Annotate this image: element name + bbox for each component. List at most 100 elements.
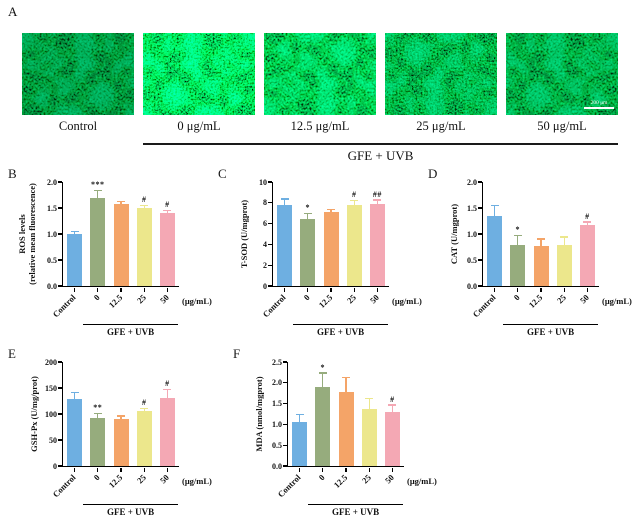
y-axis-label-c: T-SOD (U/mgprot) — [239, 200, 249, 268]
error-bar-cap-50 — [163, 209, 172, 212]
error-bar-12-5 — [345, 378, 347, 392]
plot-area-f: 0.0 0.5 1.0 1.5 2.0 2.5 * # — [272, 358, 404, 472]
bar-25 — [556, 244, 572, 286]
group-bracket-f: GFE + UVB — [308, 504, 403, 517]
error-bar-0 — [97, 191, 99, 198]
y-tick-label: 0.5 — [467, 255, 477, 265]
significance-marker-50: # — [165, 379, 170, 389]
panel-letter-c: C — [218, 166, 227, 181]
y-tick-mark — [57, 207, 62, 209]
y-tick-mark — [57, 465, 62, 467]
significance-marker-0: *** — [91, 180, 105, 190]
y-tick-mark — [57, 181, 62, 183]
y-tick-mark — [57, 387, 62, 389]
error-bar-cap-25 — [140, 205, 149, 207]
bar-12-5 — [323, 211, 339, 286]
error-bar-cap-50 — [163, 388, 172, 391]
error-bar-cap-0 — [303, 212, 312, 215]
y-tick-mark — [282, 423, 287, 425]
y-tick-mark — [267, 181, 272, 183]
plot-area-e: 0 50 100 150 200 ** # # — [45, 358, 179, 472]
error-bar-cap-50 — [373, 199, 382, 201]
bar-50 — [159, 397, 175, 466]
scale-bar-label: 200 μm — [590, 100, 608, 106]
error-bar-cap-0 — [513, 234, 522, 237]
significance-marker-25: # — [141, 195, 147, 205]
x-tick-label-50: 50 — [382, 472, 396, 486]
bar-control — [487, 215, 503, 286]
plot-area-c: 0 2 4 6 8 10 * # ## — [259, 178, 389, 292]
image-label-1: Control — [58, 119, 98, 133]
y-tick-label: 8 — [263, 198, 267, 208]
error-bar-0 — [97, 414, 99, 418]
y-tick-mark — [282, 403, 287, 405]
chart-panel-f: F MDA (nmol/mgprot) 0.0 0.5 1.0 1.5 2.0 2.5 * # Co… — [225, 346, 437, 518]
x-tick-label-control: Control — [50, 472, 78, 500]
y-tick-label: 0.0 — [47, 281, 57, 291]
error-bar-cap-control — [70, 391, 79, 394]
y-tick-label: 1.0 — [467, 229, 477, 239]
error-bar-cap-12-5 — [117, 200, 125, 203]
y-tick-label: 50 — [49, 435, 57, 445]
y-tick-mark — [267, 285, 272, 287]
x-tick-label-25: 25 — [554, 292, 568, 306]
y-tick-mark — [282, 382, 287, 384]
y-tick-mark — [282, 361, 287, 363]
error-bar-cap-12-5 — [117, 415, 125, 417]
chart-panel-c: C T-SOD (U/mgprot) 0 2 4 6 8 10 * # ## Control 0 12.5… — [210, 166, 422, 338]
y-tick-label: 6 — [263, 219, 267, 229]
y-tick-mark — [477, 259, 482, 261]
y-tick-label: 0.0 — [272, 461, 282, 471]
error-bar-12-5 — [120, 202, 122, 204]
error-bar-control — [283, 199, 286, 205]
x-tick-mark — [391, 467, 394, 472]
y-tick-mark — [267, 243, 272, 245]
error-bar-0 — [322, 373, 324, 387]
bar-control — [277, 204, 293, 286]
x-tick-label-12-5: 12.5 — [316, 292, 335, 310]
error-bar-control — [73, 393, 76, 399]
fluorescence-image-3 — [264, 33, 376, 115]
chart-panel-e: E GSH-Px (U/mg/prot) 0 50 100 150 200 ** # # Contr… — [0, 346, 212, 518]
error-bar-12-5 — [120, 416, 122, 419]
error-bar-12-5 — [540, 239, 542, 247]
y-axis-label-line: T-SOD (U/mgprot) — [239, 199, 249, 269]
significance-marker-50: ## — [372, 189, 382, 199]
y-tick-label: 1.0 — [47, 229, 57, 239]
x-tick-label-50: 50 — [157, 292, 171, 306]
x-tick-mark — [73, 467, 76, 472]
significance-marker-25: # — [141, 397, 147, 407]
bar-12-5 — [113, 203, 129, 286]
x-tick-label-12-5: 12.5 — [526, 292, 545, 310]
error-bar-cap-control — [295, 413, 304, 416]
group-bracket-c: GFE + UVB — [293, 324, 388, 337]
y-tick-label: 2.0 — [272, 378, 282, 388]
x-tick-label-0: 0 — [301, 292, 312, 303]
error-bar-cap-50 — [583, 221, 592, 223]
y-tick-mark — [477, 207, 482, 209]
x-tick-label-control: Control — [275, 472, 303, 500]
bar-12-5 — [338, 391, 354, 466]
significance-marker-0: * — [320, 362, 326, 372]
error-bar-25 — [353, 201, 355, 206]
x-tick-mark — [540, 287, 542, 292]
bar-25 — [136, 208, 152, 286]
y-axis-label-line: ROS levels — [17, 214, 27, 254]
x-tick-mark — [97, 287, 99, 292]
error-bar-50 — [166, 390, 169, 398]
x-unit-label-c: (μg/mL) — [392, 296, 422, 306]
y-tick-mark — [57, 361, 62, 363]
y-tick-mark — [57, 439, 62, 441]
chart-panel-b: B ROS levels (relative mean fluorescence) 0… — [0, 166, 212, 338]
x-axis-labels-d: Control 0 12.5 25 50 — [471, 288, 598, 322]
y-tick-mark — [267, 202, 272, 204]
error-bar-cap-25 — [350, 199, 359, 202]
error-bar-cap-0 — [93, 190, 102, 192]
panel-letter-d: D — [428, 166, 438, 181]
y-tick-label: 150 — [45, 383, 57, 393]
error-bar-cap-12-5 — [342, 376, 350, 379]
bar-25 — [361, 409, 377, 466]
error-bar-cap-control — [490, 204, 499, 206]
y-tick-mark — [267, 223, 272, 225]
x-tick-label-12-5: 12.5 — [331, 472, 350, 490]
